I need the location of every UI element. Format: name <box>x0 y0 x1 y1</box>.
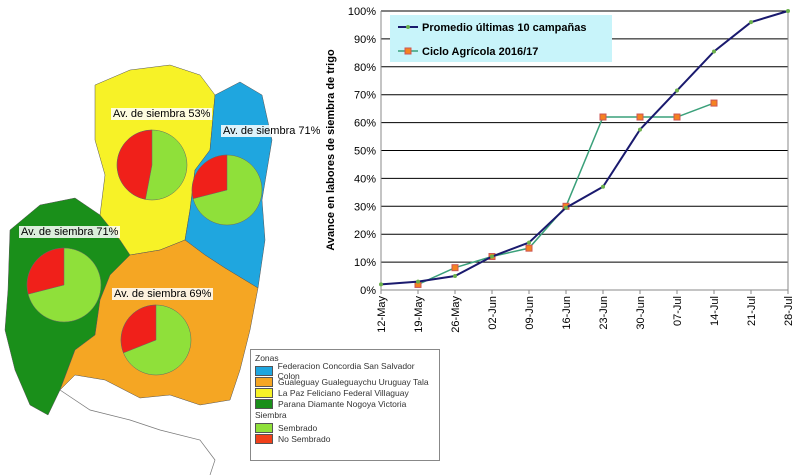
point-promedio <box>749 20 753 25</box>
legend-item: Parana Diamante Nogoya Victoria <box>255 398 435 409</box>
legend-swatch <box>255 365 273 376</box>
pie-no-sembrado <box>116 129 153 200</box>
y-tick-label: 70% <box>354 90 376 102</box>
legend-item-label: Gualeguay Gualeguaychu Uruguay Tala <box>278 376 429 387</box>
y-tick-label: 0% <box>360 285 376 297</box>
legend-swatch <box>255 387 273 398</box>
legend-swatch <box>255 422 273 433</box>
series-line-promedio <box>380 10 789 286</box>
legend-siembra-title: Siembra <box>255 410 287 420</box>
y-tick-label: 20% <box>354 229 376 241</box>
y-tick-label: 10% <box>354 257 376 269</box>
pie-label-federacion: Av. de siembra 71% <box>221 125 323 137</box>
pie-no-sembrado <box>191 154 228 200</box>
legend-item: Gualeguay Gualeguaychu Uruguay Tala <box>255 376 435 387</box>
x-tick-label: 16-Jun <box>561 296 573 330</box>
legend-promedio: Promedio últimas 10 campañas <box>422 22 586 34</box>
legend-item-label: La Paz Feliciano Federal Villaguay <box>278 387 409 398</box>
x-tick-label: 21-Jul <box>746 296 758 326</box>
y-axis-label: Avance en labores de siembra de trigo <box>325 49 337 251</box>
legend-zonas-title: Zonas <box>255 353 279 363</box>
series-line-ciclo <box>417 102 715 286</box>
point-ciclo <box>525 244 533 252</box>
x-tick-label: 12-May <box>376 296 388 333</box>
y-tick-label: 90% <box>354 34 376 46</box>
pie-no-sembrado <box>26 247 65 295</box>
x-tick-label: 09-Jun <box>524 296 536 330</box>
point-promedio <box>786 9 790 13</box>
legend-item: Federacion Concordia San Salvador Colon <box>255 361 435 381</box>
legend-ciclo: Ciclo Agrícola 2016/17 <box>422 46 538 58</box>
pie-no-sembrado <box>120 304 157 354</box>
point-promedio <box>453 274 457 279</box>
legend-item-label: Parana Diamante Nogoya Victoria <box>278 398 407 409</box>
pie-label-la-paz: Av. de siembra 53% <box>111 108 213 120</box>
x-tick-label: 19-May <box>413 296 425 333</box>
point-promedio <box>379 282 383 287</box>
legend-item: La Paz Feliciano Federal Villaguay <box>255 387 435 398</box>
pie-label-gualeguay: Av. de siembra 69% <box>112 288 214 300</box>
legend-swatch <box>255 433 273 444</box>
legend-item: No Sembrado <box>255 433 435 444</box>
y-tick-label: 60% <box>354 118 376 130</box>
point-promedio <box>490 254 494 259</box>
point-ciclo <box>710 99 718 107</box>
legend-item-label: Federacion Concordia San Salvador Colon <box>277 360 415 381</box>
point-ciclo <box>673 113 681 121</box>
x-tick-label: 02-Jun <box>487 296 499 330</box>
y-tick-label: 100% <box>348 6 376 18</box>
point-ciclo <box>599 113 607 121</box>
point-promedio <box>601 184 605 189</box>
legend-item: Sembrado <box>255 422 435 433</box>
y-tick-label: 80% <box>354 62 376 74</box>
y-tick-label: 50% <box>354 146 376 158</box>
x-tick-label: 26-May <box>450 296 462 333</box>
legend-item-label: Sembrado <box>278 422 318 433</box>
y-tick-label: 30% <box>354 201 376 213</box>
pie-label-parana: Av. de siembra 71% <box>19 226 121 238</box>
legend-item-label: No Sembrado <box>278 433 331 444</box>
y-tick-label: 40% <box>354 173 376 185</box>
chart-legend: Promedio últimas 10 campañas Ciclo Agríc… <box>390 15 612 62</box>
x-tick-label: 28-Jul <box>783 296 795 326</box>
legend-swatch <box>255 376 273 387</box>
river-delta <box>59 389 216 475</box>
x-tick-label: 07-Jul <box>672 296 684 326</box>
x-tick-label: 23-Jun <box>598 296 610 330</box>
point-promedio <box>712 49 716 54</box>
point-ciclo <box>451 264 459 272</box>
point-promedio <box>416 279 420 284</box>
legend-swatch <box>255 398 273 409</box>
point-promedio <box>527 240 531 245</box>
map-legend: Zonas Federacion Concordia San Salvador … <box>250 349 440 461</box>
point-ciclo <box>636 113 644 121</box>
point-promedio <box>675 88 679 93</box>
point-promedio <box>638 127 642 132</box>
x-tick-label: 30-Jun <box>635 296 647 330</box>
point-promedio <box>564 205 568 210</box>
x-tick-label: 14-Jul <box>709 296 721 326</box>
